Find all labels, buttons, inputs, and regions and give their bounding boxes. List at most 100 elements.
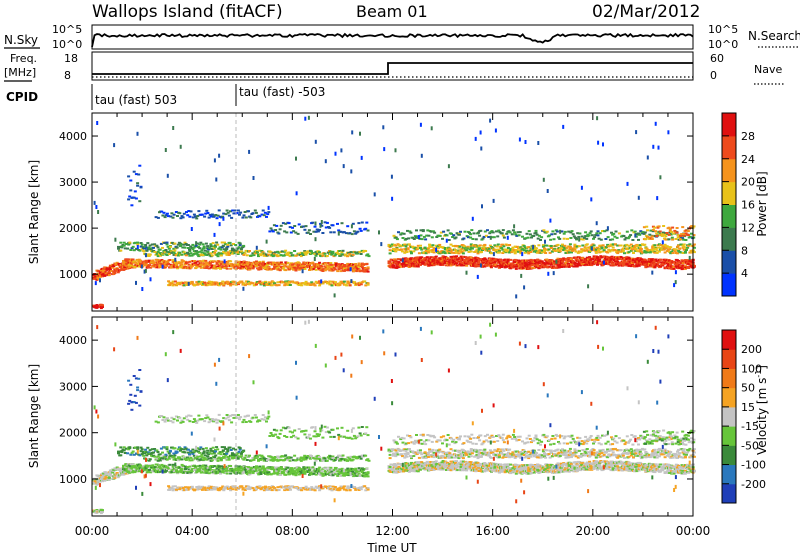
echo-cell [568, 243, 572, 246]
echo-cell [247, 261, 251, 264]
echo-cell [194, 261, 198, 264]
echo-cell [301, 269, 304, 274]
echo-cell [120, 246, 124, 249]
echo-cell [657, 225, 661, 228]
echo-cell [172, 283, 176, 286]
echo-cell [96, 121, 99, 125]
echo-cell [200, 249, 204, 252]
echo-cell [567, 230, 571, 233]
echo-cell [616, 252, 620, 255]
echo-cell [180, 263, 184, 266]
echo-cell [543, 249, 546, 252]
echo-cell [605, 229, 609, 232]
echo-cell [526, 236, 530, 239]
echo-cell [435, 258, 439, 261]
echo-cell [315, 253, 319, 255]
echo-cell [680, 267, 684, 270]
echo-cell [403, 251, 407, 254]
echo-cell [630, 248, 634, 251]
echo-cell [113, 272, 117, 274]
echo-cell [654, 230, 658, 233]
echo-cell [419, 122, 422, 127]
echo-cell [395, 238, 399, 241]
echo-cell [531, 249, 535, 251]
echo-cell [274, 263, 278, 266]
echo-cell [175, 246, 179, 249]
echo-cell [667, 226, 671, 229]
echo-cell [378, 230, 380, 235]
echo-cell [186, 247, 190, 249]
echo-cell [496, 243, 500, 246]
echo-cell [573, 261, 577, 264]
echo-cell [475, 246, 479, 249]
echo-cell [419, 261, 422, 264]
echo-cell [175, 264, 178, 267]
echo-cell [465, 261, 469, 264]
echo-cell [165, 243, 169, 246]
echo-cell [147, 255, 151, 257]
echo-cell [313, 257, 316, 261]
echo-cell [459, 249, 463, 252]
echo-cell [277, 232, 281, 235]
ytick-label: 1000 [59, 268, 87, 281]
echo-cell [433, 231, 437, 234]
echo-cell [261, 261, 265, 264]
echo-cell [550, 250, 554, 253]
echo-cell [222, 212, 226, 215]
echo-cell [94, 275, 98, 278]
echo-cell [509, 258, 513, 261]
echo-cell [207, 253, 211, 256]
echo-cell [610, 260, 614, 263]
echo-cell [650, 238, 654, 240]
echo-cell [208, 262, 212, 265]
echo-cell [658, 230, 662, 233]
echo-cell [172, 251, 176, 254]
echo-cell [597, 237, 601, 240]
echo-cell [514, 250, 518, 253]
echo-cell [210, 248, 214, 250]
echo-cell [96, 475, 100, 477]
echo-cell [359, 283, 363, 286]
echo-cell [483, 265, 487, 268]
echo-cell [614, 264, 617, 267]
echo-cell [547, 248, 551, 251]
echo-cell [651, 246, 655, 249]
echo-cell [449, 264, 453, 267]
echo-cell [652, 248, 656, 251]
echo-cell [516, 231, 520, 234]
echo-cell [522, 249, 526, 252]
echo-cell [307, 229, 311, 232]
echo-cell [277, 251, 281, 254]
echo-cell [490, 260, 493, 263]
echo-cell [568, 246, 572, 248]
echo-cell [164, 265, 168, 267]
echo-cell [279, 261, 283, 264]
echo-cell [122, 466, 125, 469]
echo-cell [173, 249, 177, 252]
echo-cell [650, 265, 654, 268]
echo-cell [571, 233, 575, 236]
echo-cell [238, 213, 241, 216]
echo-cell [216, 267, 220, 269]
echo-cell [660, 233, 664, 236]
echo-cell [151, 265, 155, 268]
echo-cell [407, 262, 411, 265]
echo-cell [122, 263, 125, 266]
echo-cell [356, 252, 360, 255]
echo-cell [481, 265, 484, 268]
echo-cell [664, 235, 668, 238]
echo-cell [98, 270, 102, 273]
echo-cell [653, 251, 657, 254]
echo-cell [489, 118, 492, 123]
echo-cell [635, 130, 638, 135]
echo-cell [567, 251, 571, 254]
echo-cell [501, 229, 505, 232]
echo-cell [197, 246, 200, 248]
echo-cell [416, 262, 420, 265]
echo-cell [460, 250, 464, 253]
echo-cell [393, 248, 397, 251]
echo-cell [242, 265, 246, 268]
colorbar-swatch [722, 181, 736, 205]
echo-cell [500, 265, 504, 268]
